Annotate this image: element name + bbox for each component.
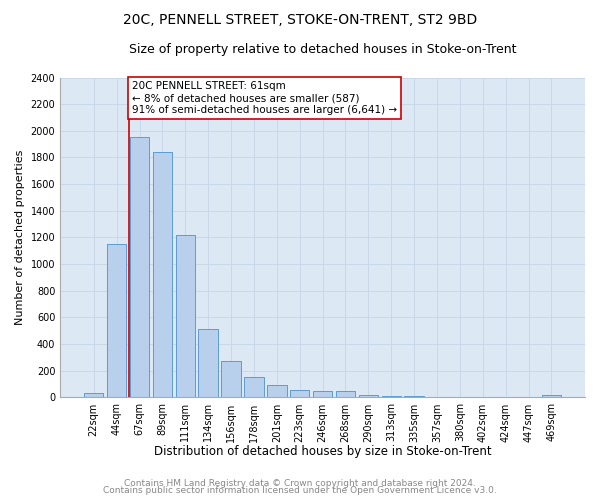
Title: Size of property relative to detached houses in Stoke-on-Trent: Size of property relative to detached ho… [129, 42, 517, 56]
Bar [313, 392, 332, 398]
Bar [336, 392, 355, 398]
Bar [450, 397, 470, 398]
Bar [107, 244, 127, 398]
Text: 20C PENNELL STREET: 61sqm
← 8% of detached houses are smaller (587)
91% of semi-: 20C PENNELL STREET: 61sqm ← 8% of detach… [132, 82, 397, 114]
Bar [542, 394, 561, 398]
Bar [199, 330, 218, 398]
Y-axis label: Number of detached properties: Number of detached properties [15, 150, 25, 325]
Bar [290, 390, 310, 398]
Text: 20C, PENNELL STREET, STOKE-ON-TRENT, ST2 9BD: 20C, PENNELL STREET, STOKE-ON-TRENT, ST2… [123, 12, 477, 26]
Bar [221, 362, 241, 398]
Text: Contains public sector information licensed under the Open Government Licence v3: Contains public sector information licen… [103, 486, 497, 495]
Bar [267, 386, 287, 398]
Bar [176, 235, 195, 398]
X-axis label: Distribution of detached houses by size in Stoke-on-Trent: Distribution of detached houses by size … [154, 444, 491, 458]
Text: Contains HM Land Registry data © Crown copyright and database right 2024.: Contains HM Land Registry data © Crown c… [124, 478, 476, 488]
Bar [130, 138, 149, 398]
Bar [244, 377, 263, 398]
Bar [382, 396, 401, 398]
Bar [427, 397, 447, 398]
Bar [84, 394, 103, 398]
Bar [359, 394, 378, 398]
Bar [152, 152, 172, 398]
Bar [404, 396, 424, 398]
